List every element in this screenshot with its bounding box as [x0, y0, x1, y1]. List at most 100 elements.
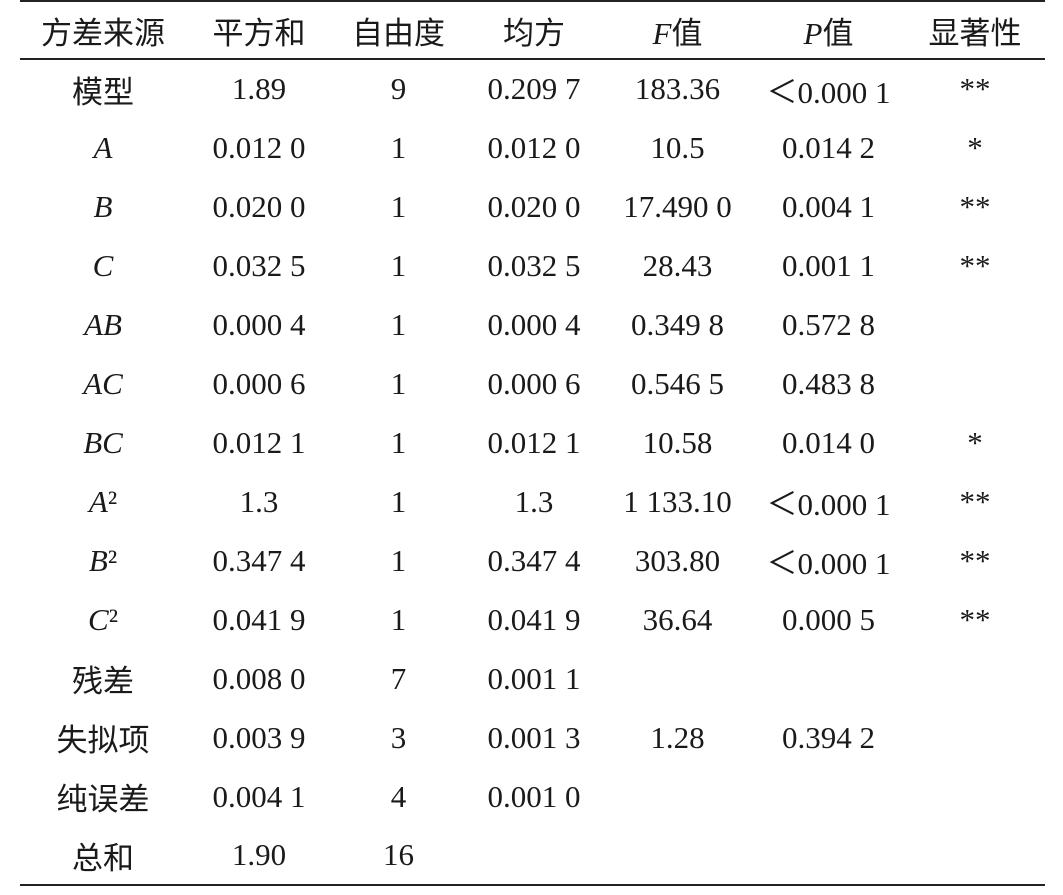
- table-cell: 1: [390, 424, 407, 460]
- table-row: AB 0.000 4 1 0.000 4 0.349 8 0.572 8: [20, 295, 1045, 354]
- table-cell: 0.000 4: [212, 306, 306, 342]
- table-cell: [905, 826, 1045, 885]
- table-cell: 0.020 0: [487, 188, 581, 224]
- table-cell: 1 133.10: [623, 483, 732, 519]
- row-label: B²: [88, 542, 118, 578]
- table-cell: 10.5: [650, 129, 705, 165]
- row-label: 残差: [72, 664, 134, 699]
- table-cell: 0.000 5: [782, 601, 875, 637]
- table-cell: ＜0.000 1: [766, 546, 891, 581]
- table-cell: **: [959, 483, 991, 519]
- row-label: B: [93, 188, 113, 224]
- table-cell: [905, 767, 1045, 826]
- table-cell: [603, 826, 752, 885]
- header-row: 方差来源 平方和 自由度 均方 F值 P值 显著性: [20, 1, 1045, 59]
- header-cell: F值: [652, 15, 703, 51]
- table-cell: 0.001 1: [487, 660, 581, 696]
- table-cell: 0.004 1: [212, 778, 306, 814]
- table-cell: **: [959, 601, 991, 637]
- table-cell: **: [959, 247, 991, 283]
- row-label: 失拟项: [56, 723, 150, 758]
- table-cell: [905, 708, 1045, 767]
- table-cell: 0.008 0: [212, 660, 306, 696]
- table-cell: 16: [383, 837, 414, 872]
- header-cell: 平方和: [212, 15, 306, 51]
- table-cell: 0.349 8: [631, 306, 724, 342]
- table-cell: 1.90: [231, 837, 287, 872]
- table-row: 失拟项 0.003 9 3 0.001 3 1.28 0.394 2: [20, 708, 1045, 767]
- table-row: 纯误差 0.004 1 4 0.001 0: [20, 767, 1045, 826]
- table-cell: 0.041 9: [212, 601, 306, 637]
- table-cell: 1: [390, 483, 407, 519]
- table-row: C² 0.041 9 1 0.041 9 36.64 0.000 5 **: [20, 590, 1045, 649]
- table-cell: 0.001 0: [487, 778, 581, 814]
- row-label: 纯误差: [56, 782, 150, 817]
- table-cell: *: [967, 129, 983, 165]
- row-label: 总和: [72, 840, 134, 876]
- table-row: A 0.012 0 1 0.012 0 10.5 0.014 2 *: [20, 118, 1045, 177]
- table-cell: 0.041 9: [487, 601, 581, 637]
- table-cell: [603, 649, 752, 708]
- table-cell: 1.89: [231, 71, 287, 106]
- table-cell: 4: [390, 778, 407, 814]
- table-row: C 0.032 5 1 0.032 5 28.43 0.001 1 **: [20, 236, 1045, 295]
- table-row: BC 0.012 1 1 0.012 1 10.58 0.014 0 *: [20, 413, 1045, 472]
- table-cell: 0.001 1: [782, 247, 875, 283]
- table-row: B 0.020 0 1 0.020 0 17.490 0 0.004 1 **: [20, 177, 1045, 236]
- table-cell: ＜0.000 1: [766, 74, 891, 110]
- table-row: 模型 1.89 9 0.209 7 183.36 ＜0.000 1 **: [20, 59, 1045, 118]
- table-cell: 0.209 7: [487, 71, 581, 106]
- table-cell: 0.001 3: [487, 719, 581, 755]
- table-cell: *: [967, 424, 983, 460]
- table-cell: [603, 767, 752, 826]
- table-cell: [905, 649, 1045, 708]
- table-cell: 28.43: [642, 247, 713, 283]
- table-cell: 0.032 5: [487, 247, 581, 283]
- header-cell: 方差来源: [41, 15, 165, 51]
- table-cell: 1.3: [239, 483, 279, 519]
- table-cell: 0.012 1: [212, 424, 306, 460]
- table-cell: [752, 826, 905, 885]
- header-cell: 均方: [503, 15, 565, 51]
- table-cell: 183.36: [634, 71, 721, 106]
- table-cell: 0.032 5: [212, 247, 306, 283]
- table-cell: **: [959, 71, 991, 106]
- header-cell: 自由度: [352, 15, 445, 51]
- table-cell: 0.012 1: [487, 424, 581, 460]
- table-cell: 0.347 4: [487, 542, 581, 578]
- row-label: C²: [88, 601, 118, 637]
- table-cell: 7: [390, 660, 407, 696]
- table-row: AC 0.000 6 1 0.000 6 0.546 5 0.483 8: [20, 354, 1045, 413]
- table-cell: 0.394 2: [782, 719, 875, 755]
- table-cell: 303.80: [634, 542, 721, 578]
- table-cell: ＜0.000 1: [766, 487, 891, 522]
- table-cell: 0.483 8: [782, 365, 875, 401]
- table-row: B² 0.347 4 1 0.347 4 303.80 ＜0.000 1 **: [20, 531, 1045, 590]
- table-row: 总和 1.90 16: [20, 826, 1045, 885]
- table-header: 方差来源 平方和 自由度 均方 F值 P值 显著性: [20, 1, 1045, 59]
- table-cell: 1: [390, 306, 407, 342]
- table-cell: [905, 354, 1045, 413]
- table-cell: 1: [390, 129, 407, 165]
- header-cell: P值: [803, 15, 854, 51]
- table-cell: 0.012 0: [487, 129, 581, 165]
- table-cell: 0.004 1: [782, 188, 875, 224]
- table-cell: 0.020 0: [212, 188, 306, 224]
- row-label: A²: [88, 483, 118, 519]
- row-label: AC: [83, 365, 123, 401]
- table-cell: 1: [390, 542, 407, 578]
- row-label: BC: [83, 424, 123, 460]
- table-cell: 3: [390, 719, 407, 755]
- table-cell: 0.014 2: [782, 129, 875, 165]
- table-cell: 1: [390, 365, 407, 401]
- table-cell: 1.3: [514, 483, 554, 519]
- table-cell: 10.58: [642, 424, 713, 460]
- table-cell: **: [959, 542, 991, 578]
- table-cell: [752, 767, 905, 826]
- row-label: A: [93, 129, 113, 165]
- table-cell: 0.000 4: [487, 306, 581, 342]
- header-cell: 显著性: [928, 15, 1022, 51]
- table-cell: 36.64: [642, 601, 713, 637]
- row-label: C: [92, 247, 114, 283]
